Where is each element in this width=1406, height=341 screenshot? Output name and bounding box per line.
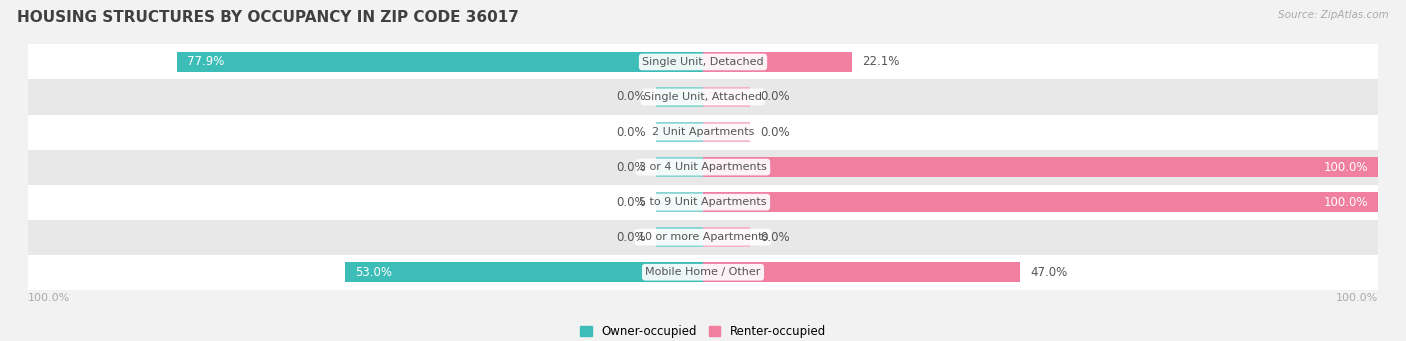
Text: 100.0%: 100.0%: [28, 293, 70, 303]
Text: 0.0%: 0.0%: [761, 90, 790, 104]
Bar: [655, 87, 703, 107]
Text: 0.0%: 0.0%: [616, 196, 645, 209]
Text: 77.9%: 77.9%: [187, 56, 225, 69]
Text: 0.0%: 0.0%: [616, 125, 645, 138]
Text: Single Unit, Attached: Single Unit, Attached: [644, 92, 762, 102]
Text: 0.0%: 0.0%: [616, 90, 645, 104]
Text: Mobile Home / Other: Mobile Home / Other: [645, 267, 761, 277]
Bar: [28, 44, 1378, 79]
Bar: [703, 157, 1378, 177]
Text: Single Unit, Detached: Single Unit, Detached: [643, 57, 763, 67]
Bar: [655, 157, 703, 177]
Text: Source: ZipAtlas.com: Source: ZipAtlas.com: [1278, 10, 1389, 20]
Text: 47.0%: 47.0%: [1031, 266, 1067, 279]
Text: 10 or more Apartments: 10 or more Apartments: [638, 232, 768, 242]
Text: 100.0%: 100.0%: [1323, 161, 1368, 174]
Text: 53.0%: 53.0%: [356, 266, 392, 279]
Text: 0.0%: 0.0%: [616, 161, 645, 174]
Bar: [28, 255, 1378, 290]
Text: 3 or 4 Unit Apartments: 3 or 4 Unit Apartments: [640, 162, 766, 172]
Text: HOUSING STRUCTURES BY OCCUPANCY IN ZIP CODE 36017: HOUSING STRUCTURES BY OCCUPANCY IN ZIP C…: [17, 10, 519, 25]
Text: 0.0%: 0.0%: [761, 125, 790, 138]
Bar: [703, 87, 751, 107]
Bar: [346, 262, 703, 282]
Bar: [28, 184, 1378, 220]
Bar: [28, 79, 1378, 115]
Text: 22.1%: 22.1%: [862, 56, 900, 69]
Bar: [703, 262, 1021, 282]
Text: 0.0%: 0.0%: [761, 231, 790, 244]
Bar: [28, 115, 1378, 150]
Bar: [655, 192, 703, 212]
Bar: [703, 122, 751, 142]
Bar: [655, 122, 703, 142]
Bar: [28, 220, 1378, 255]
Text: 100.0%: 100.0%: [1323, 196, 1368, 209]
Bar: [177, 52, 703, 72]
Text: 2 Unit Apartments: 2 Unit Apartments: [652, 127, 754, 137]
Text: 5 to 9 Unit Apartments: 5 to 9 Unit Apartments: [640, 197, 766, 207]
Text: 100.0%: 100.0%: [1336, 293, 1378, 303]
Bar: [703, 192, 1378, 212]
Bar: [703, 52, 852, 72]
Legend: Owner-occupied, Renter-occupied: Owner-occupied, Renter-occupied: [575, 321, 831, 341]
Text: 0.0%: 0.0%: [616, 231, 645, 244]
Bar: [655, 227, 703, 247]
Bar: [28, 150, 1378, 184]
Bar: [703, 227, 751, 247]
